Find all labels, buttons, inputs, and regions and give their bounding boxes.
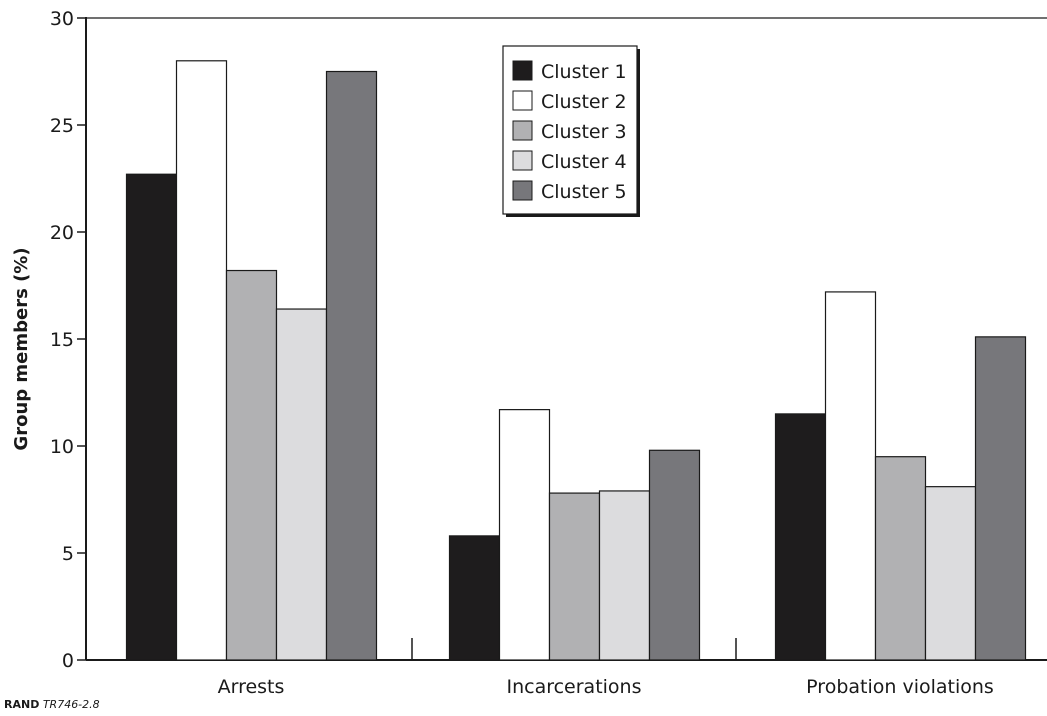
y-axis-title: Group members (%) [11, 247, 32, 450]
bar-2-series-3 [548, 492, 601, 661]
y-tick-label: 30 [50, 8, 74, 30]
bar-1-series-5 [325, 70, 378, 661]
bar-1-series-2 [175, 60, 228, 661]
legend-swatch-1 [512, 60, 533, 81]
x-category-label: Probation violations [806, 676, 994, 698]
source-brand: RAND [4, 698, 40, 711]
bar-3-series-4 [924, 486, 977, 661]
bar-2-series-1 [448, 535, 501, 661]
x-category-label: Arrests [218, 676, 285, 698]
legend-label-1: Cluster 1 [541, 61, 627, 83]
bar-3-series-3 [874, 456, 927, 661]
legend: Cluster 1 Cluster 2 Cluster 3 Cluster 4 Clus… [502, 45, 640, 217]
legend-swatch-2 [512, 90, 533, 111]
y-tick-label: 15 [50, 329, 74, 351]
legend-label-2: Cluster 2 [541, 91, 627, 113]
bar-1-series-3 [225, 269, 278, 661]
source-code: TR746-2.8 [42, 698, 100, 711]
bars [125, 60, 1027, 661]
y-tick-label: 0 [62, 650, 74, 672]
x-category-label: Incarcerations [506, 676, 641, 698]
legend-swatch-4 [512, 150, 533, 171]
legend-label-3: Cluster 3 [541, 121, 627, 143]
y-tick-label: 25 [50, 115, 74, 137]
y-tick-label: 20 [50, 222, 74, 244]
bar-1-series-4 [275, 308, 328, 661]
legend-label-4: Cluster 4 [541, 151, 627, 173]
legend-swatch-5 [512, 180, 533, 201]
labels: 0 5 10 15 20 25 30 Arrests Incarcerations Probati… [11, 8, 994, 698]
bar-2-series-2 [498, 409, 551, 661]
bar-3-series-1 [774, 413, 827, 661]
bar-3-series-5 [974, 336, 1027, 661]
y-tick-label: 5 [62, 543, 74, 565]
y-tick-label: 10 [50, 436, 74, 458]
bar-3-series-2 [824, 291, 877, 661]
bar-2-series-4 [598, 490, 651, 661]
legend-swatch-3 [512, 120, 533, 141]
source-note: RAND TR746-2.8 [4, 698, 100, 711]
legend-label-5: Cluster 5 [541, 181, 627, 203]
bar-2-series-5 [648, 449, 701, 661]
bar-1-series-1 [125, 173, 178, 661]
